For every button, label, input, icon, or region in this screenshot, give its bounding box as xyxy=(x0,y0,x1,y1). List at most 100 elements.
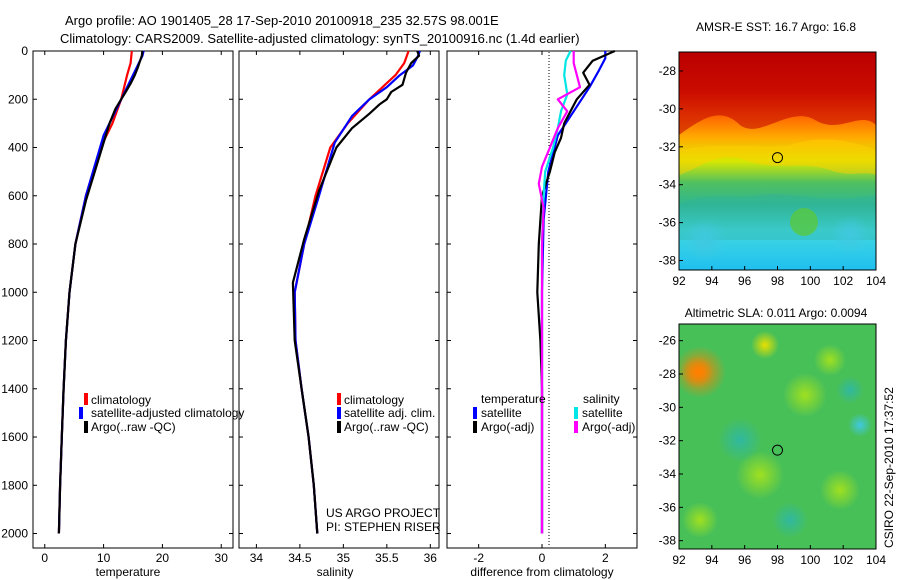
map-x-tick-label: 96 xyxy=(738,274,752,288)
sst-map-title: AMSR-E SST: 16.7 Argo: 16.8 xyxy=(696,20,856,34)
map-x-tick-label: 100 xyxy=(800,274,820,288)
figure-title-line2: Climatology: CARS2009. Satellite-adjuste… xyxy=(60,31,580,46)
argo-location-marker xyxy=(772,152,783,164)
salinity-series xyxy=(291,50,421,534)
map-y-tick-label: -26 xyxy=(659,334,677,348)
depth-tick-label: 2000 xyxy=(1,527,28,541)
x-tick-label: 0 xyxy=(539,551,546,565)
map-y-tick-label: -38 xyxy=(659,534,677,548)
x-tick-label: 30 xyxy=(215,551,229,565)
salinity-legend: climatology satellite adj. clim. Argo(..… xyxy=(326,393,441,534)
salinity-x-label: salinity xyxy=(317,565,354,579)
legend-label-sal-argo: Argo(-adj) xyxy=(582,420,635,434)
x-tick-label: 34.5 xyxy=(288,551,312,565)
map-y-tick-label: -28 xyxy=(659,367,677,381)
temperature-legend: climatology satellite-adjusted climatolo… xyxy=(79,393,244,434)
pi-annotation: PI: STEPHEN RISER xyxy=(326,520,441,534)
sst-map-axes: 92 94 96 98 100 102 104 -28 -30 -32 -34 -36 -38 xyxy=(659,64,887,288)
depth-tick-label: 200 xyxy=(8,92,28,106)
x-tick-label: 2 xyxy=(602,551,609,565)
map-y-tick-label: -34 xyxy=(659,467,677,481)
figure-title-line1: Argo profile: AO 1901405_28 17-Sep-2010 … xyxy=(65,13,499,28)
map-y-tick-label: -36 xyxy=(659,216,677,230)
map-y-tick-label: -32 xyxy=(659,140,677,154)
legend-swatch-climatology xyxy=(84,393,88,405)
map-y-tick-label: -36 xyxy=(659,500,677,514)
map-x-tick-label: 104 xyxy=(866,553,886,567)
salinity-x-axis: 34 34.5 35 35.5 36 xyxy=(239,50,439,565)
csiro-timestamp: CSIRO 22-Sep-2010 17:37:52 xyxy=(882,387,896,548)
legend-heading-temperature: temperature xyxy=(481,392,546,406)
temperature-x-label: temperature xyxy=(96,565,161,579)
map-x-tick-label: 104 xyxy=(866,274,886,288)
map-y-tick-label: -30 xyxy=(659,102,677,116)
map-x-tick-label: 98 xyxy=(771,553,785,567)
legend-swatch-climatology xyxy=(337,393,341,405)
sst-heatmap xyxy=(679,52,876,270)
x-tick-label: 34 xyxy=(250,551,264,565)
difference-x-label: difference from climatology xyxy=(470,565,613,579)
depth-tick-label: 800 xyxy=(8,237,28,251)
depth-tick-label: 1000 xyxy=(1,285,28,299)
legend-label-satellite-adjusted: satellite adj. clim. xyxy=(344,406,435,420)
difference-x-axis: -2 0 2 xyxy=(447,50,637,565)
sla-map-axes: 92 94 96 98 100 102 104 -26 -28 -30 -32 -34 -36 -38 xyxy=(659,334,887,567)
map-x-tick-label: 98 xyxy=(771,274,785,288)
legend-swatch-satellite-adjusted xyxy=(337,407,341,419)
legend-swatch-sal-satellite xyxy=(574,407,578,419)
map-y-tick-label: -38 xyxy=(659,254,677,268)
legend-swatch-satellite-adjusted xyxy=(79,407,83,419)
x-tick-label: 0 xyxy=(41,551,48,565)
sla-heatmap xyxy=(679,324,876,549)
legend-label-sal-satellite: satellite xyxy=(582,406,623,420)
series-line-salinity-argo-adj- xyxy=(537,51,582,534)
map-x-tick-label: 100 xyxy=(800,553,820,567)
temperature-x-axis: 0 10 20 30 xyxy=(33,50,233,565)
map-x-tick-label: 94 xyxy=(705,274,719,288)
temperature-series xyxy=(57,50,145,534)
legend-label-satellite-adjusted: satellite-adjusted climatology xyxy=(91,406,244,420)
series-line-argo-raw-qc- xyxy=(291,50,421,534)
map-x-tick-label: 92 xyxy=(672,553,686,567)
legend-swatch-temp-argo xyxy=(473,421,477,433)
legend-label-argo: Argo(..raw -QC) xyxy=(344,420,429,434)
map-x-tick-label: 92 xyxy=(672,274,686,288)
depth-tick-label: 600 xyxy=(8,189,28,203)
legend-label-argo: Argo(..raw -QC) xyxy=(91,420,176,434)
depth-tick-label: 1800 xyxy=(1,478,28,492)
legend-heading-salinity: salinity xyxy=(583,392,620,406)
x-tick-label: -2 xyxy=(473,551,484,565)
depth-tick-label: 1400 xyxy=(1,382,28,396)
legend-swatch-argo xyxy=(84,421,88,433)
depth-tick-label: 1600 xyxy=(1,430,28,444)
depth-tick-label: 0 xyxy=(21,44,28,58)
project-annotation: US ARGO PROJECT xyxy=(326,506,441,520)
x-tick-label: 35 xyxy=(337,551,351,565)
map-x-tick-label: 102 xyxy=(833,274,853,288)
legend-label-climatology: climatology xyxy=(344,393,404,407)
depth-tick-label: 1200 xyxy=(1,334,28,348)
series-line-argo-raw-qc- xyxy=(57,50,144,534)
map-y-tick-label: -34 xyxy=(659,178,677,192)
legend-swatch-temp-satellite xyxy=(473,407,477,419)
map-x-tick-label: 102 xyxy=(833,553,853,567)
map-x-tick-label: 96 xyxy=(738,553,752,567)
argo-location-marker xyxy=(772,444,783,456)
sla-map-title: Altimetric SLA: 0.011 Argo: 0.0094 xyxy=(685,306,868,320)
temperature-panel-frame xyxy=(32,50,234,549)
map-y-tick-label: -30 xyxy=(659,400,677,414)
legend-label-climatology: climatology xyxy=(91,393,151,407)
x-tick-label: 36 xyxy=(424,551,438,565)
legend-swatch-argo xyxy=(337,421,341,433)
map-y-tick-label: -28 xyxy=(659,64,677,78)
x-tick-label: 35.5 xyxy=(375,551,399,565)
legend-label-temp-argo: Argo(-adj) xyxy=(481,420,534,434)
x-tick-label: 20 xyxy=(156,551,170,565)
depth-axis: 0 200 400 600 800 1000 1200 1400 1600 1800 2000 xyxy=(1,44,28,541)
depth-tick-label: 400 xyxy=(8,141,28,155)
difference-legend: temperature satellite Argo(-adj) salinit… xyxy=(473,392,635,434)
x-tick-label: 10 xyxy=(97,551,111,565)
salinity-panel-frame xyxy=(238,50,440,549)
map-x-tick-label: 94 xyxy=(705,553,719,567)
